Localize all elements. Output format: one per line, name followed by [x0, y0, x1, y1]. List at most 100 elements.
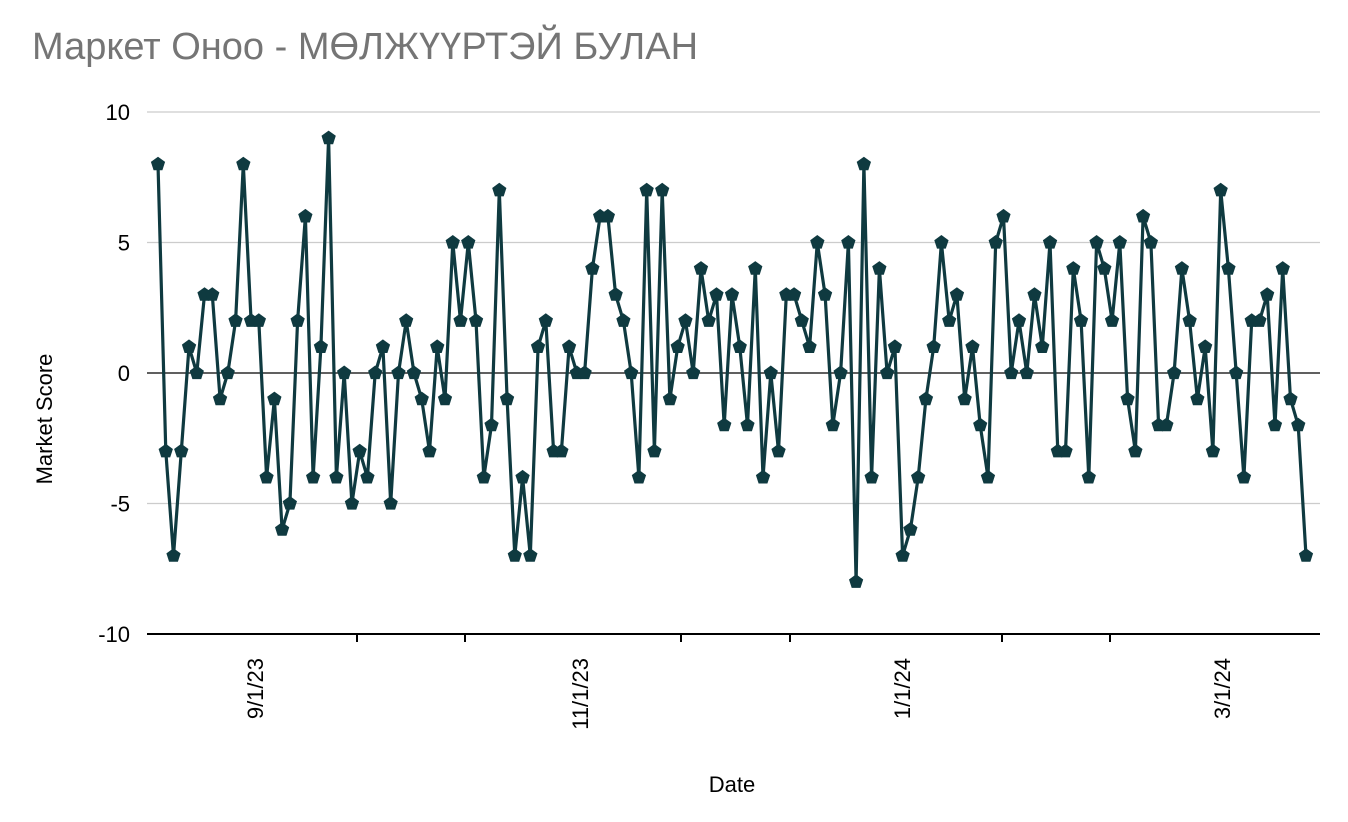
data-point	[655, 182, 670, 197]
data-point	[903, 522, 918, 536]
x-tick-label: 11/1/23	[568, 658, 593, 730]
y-tick-label: -10	[98, 622, 130, 647]
data-point	[942, 313, 957, 327]
data-point	[251, 313, 266, 327]
data-point	[1229, 365, 1244, 380]
data-point	[337, 365, 352, 380]
data-point	[150, 156, 166, 171]
series-layer	[150, 130, 1314, 588]
data-point	[1136, 208, 1151, 223]
data-point	[228, 313, 243, 327]
data-point	[732, 339, 747, 353]
data-point	[368, 365, 383, 380]
data-point	[934, 235, 949, 249]
data-point	[1066, 261, 1081, 275]
data-point	[530, 339, 546, 353]
data-point	[724, 287, 740, 301]
data-point	[1027, 287, 1042, 301]
data-point	[1120, 391, 1135, 406]
data-point	[1182, 313, 1197, 327]
data-point	[313, 339, 328, 353]
data-point	[763, 365, 778, 380]
data-point	[631, 469, 647, 484]
data-point	[872, 261, 887, 275]
data-point	[887, 339, 902, 353]
data-point	[755, 469, 771, 484]
data-point	[375, 339, 391, 353]
data-point	[600, 208, 615, 223]
data-point	[1159, 417, 1174, 432]
data-point	[647, 443, 662, 458]
data-point	[802, 339, 817, 353]
data-point	[189, 365, 204, 380]
data-point	[1167, 365, 1182, 380]
data-point	[1190, 391, 1205, 406]
y-axis-ticks: 10 5 0 -5 -10	[98, 100, 130, 647]
data-point	[1058, 443, 1073, 458]
data-point	[1174, 261, 1189, 275]
data-point	[538, 313, 553, 327]
data-point	[577, 365, 592, 380]
data-point	[1019, 365, 1034, 380]
y-tick-label: 10	[106, 100, 130, 125]
data-point	[662, 391, 678, 406]
data-point	[515, 469, 530, 484]
data-point	[988, 235, 1003, 249]
data-point	[166, 548, 181, 562]
data-point	[1104, 313, 1120, 327]
data-point	[1081, 469, 1096, 484]
data-point	[360, 469, 375, 484]
data-point	[1291, 417, 1306, 432]
data-point	[329, 469, 344, 484]
data-point	[1267, 417, 1283, 432]
data-point	[275, 522, 290, 536]
data-point	[771, 443, 786, 458]
data-point	[1035, 339, 1050, 353]
data-point	[282, 496, 297, 510]
x-tick-label: 3/1/24	[1210, 658, 1235, 719]
data-point	[1089, 235, 1104, 249]
data-point	[1143, 235, 1158, 249]
data-point	[794, 313, 809, 327]
data-point	[406, 365, 422, 380]
data-point	[880, 365, 895, 380]
y-axis-label: Market Score	[32, 354, 57, 485]
data-point	[918, 391, 934, 406]
data-point	[624, 365, 639, 380]
data-point	[926, 339, 941, 353]
data-point	[445, 235, 460, 249]
data-point	[1042, 235, 1058, 249]
data-point	[678, 313, 693, 327]
data-point	[965, 339, 980, 353]
data-point	[608, 287, 623, 301]
data-point	[554, 443, 569, 458]
data-point	[205, 287, 220, 301]
data-point	[686, 365, 701, 380]
data-point	[856, 156, 871, 171]
data-point	[639, 182, 654, 197]
data-point	[344, 496, 360, 510]
chart-title: Маркет Оноо - МӨЛЖҮҮРТЭЙ БУЛАН	[32, 26, 699, 68]
data-point	[430, 339, 445, 353]
data-point	[321, 130, 336, 145]
data-point	[701, 313, 716, 327]
data-point	[1275, 261, 1290, 275]
data-point	[1112, 235, 1127, 249]
data-point	[833, 365, 848, 380]
data-point	[585, 261, 600, 275]
gridlines	[147, 111, 1320, 635]
data-point	[740, 417, 755, 432]
y-tick-label: 5	[118, 231, 130, 256]
data-point	[864, 469, 879, 484]
x-tick-label: 9/1/23	[243, 658, 268, 719]
data-point	[895, 548, 910, 562]
x-axis: 9/1/23 11/1/23 1/1/24 3/1/24	[243, 634, 1235, 730]
data-point	[1252, 313, 1267, 327]
data-point	[259, 469, 274, 484]
data-point	[437, 391, 453, 406]
data-point	[422, 443, 437, 458]
data-point	[507, 548, 522, 562]
data-point	[1298, 548, 1314, 562]
data-point	[1198, 339, 1213, 353]
